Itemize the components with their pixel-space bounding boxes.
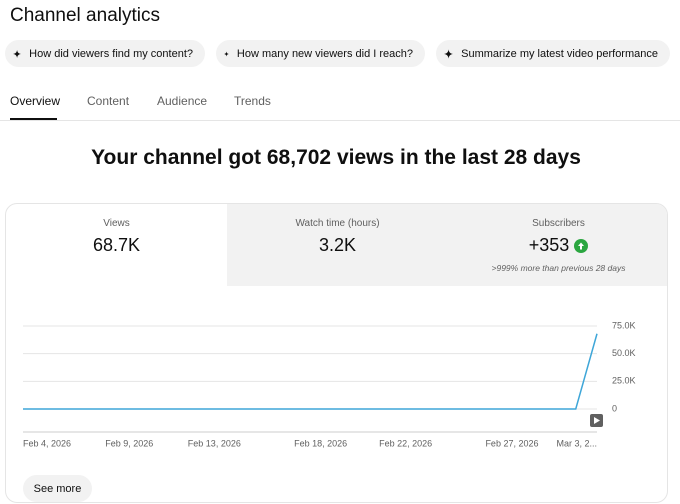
chip-label: How did viewers find my content? [29,47,193,60]
x-tick-label: Feb 9, 2026 [105,438,153,448]
prompt-chip[interactable]: How many new viewers did I reach? [216,40,425,67]
metric-value: 68.7K [6,235,227,256]
x-tick-label: Mar 3, 2... [556,438,597,448]
chip-label: Summarize my latest video performance [461,47,658,60]
metric-views[interactable]: Views 68.7K [6,204,227,286]
y-tick-label: 75.0K [612,320,636,330]
tab-indicator [10,118,57,120]
metric-value: +353 [448,235,667,256]
chip-label: How many new viewers did I reach? [236,47,413,60]
metric-label: Views [103,218,130,229]
y-tick-label: 25.0K [612,376,636,386]
metric-watch-time[interactable]: Watch time (hours) 3.2K [227,204,448,286]
tab[interactable]: Trends [234,94,271,108]
analytics-card: Views 68.7K Watch time (hours) 3.2K Subs… [5,203,668,503]
prompt-chip[interactable]: Summarize my latest video performance [436,40,670,67]
divider [0,120,680,121]
metric-value-text: +353 [528,235,570,255]
x-tick-label: Feb 22, 2026 [379,438,432,448]
metric-note: >999% more than previous 28 days [491,263,626,273]
up-icon [574,238,589,253]
sparkle-icon [444,48,454,59]
metric-value-text: 68.7K [92,235,141,255]
see-more-button[interactable]: See more [23,475,92,502]
chart: 0 25.0K 50.0K 75.0K Feb 4, 2026 Feb 9, 2026 Fe… [23,320,636,448]
sparkle-icon [13,49,22,58]
tab[interactable]: Overview [10,94,61,108]
x-tick-label: Feb 27, 2026 [485,438,538,448]
series-line [23,333,598,410]
prompt-chip[interactable]: How did viewers find my content? [5,40,205,67]
sparkle-icon [224,51,229,56]
x-tick-label: Feb 18, 2026 [294,438,347,448]
page-title: Channel analytics [10,5,160,26]
metric-label: Watch time (hours) [295,218,380,229]
metric-label: Subscribers [532,218,585,229]
headline: Your channel got 68,702 views in the las… [91,146,581,169]
metric-subscribers[interactable]: Subscribers +353 >999% more than previou… [448,204,667,286]
metric-value: 3.2K [227,235,448,256]
metric-value-text: 3.2K [318,235,357,255]
x-tick-label: Feb 4, 2026 [23,438,71,448]
y-tick-label: 50.0K [612,348,636,358]
play-glyph [594,417,600,424]
y-tick-label: 0 [612,403,617,413]
tab[interactable]: Content [87,94,130,108]
tab[interactable]: Audience [157,94,208,108]
x-tick-label: Feb 13, 2026 [188,438,241,448]
